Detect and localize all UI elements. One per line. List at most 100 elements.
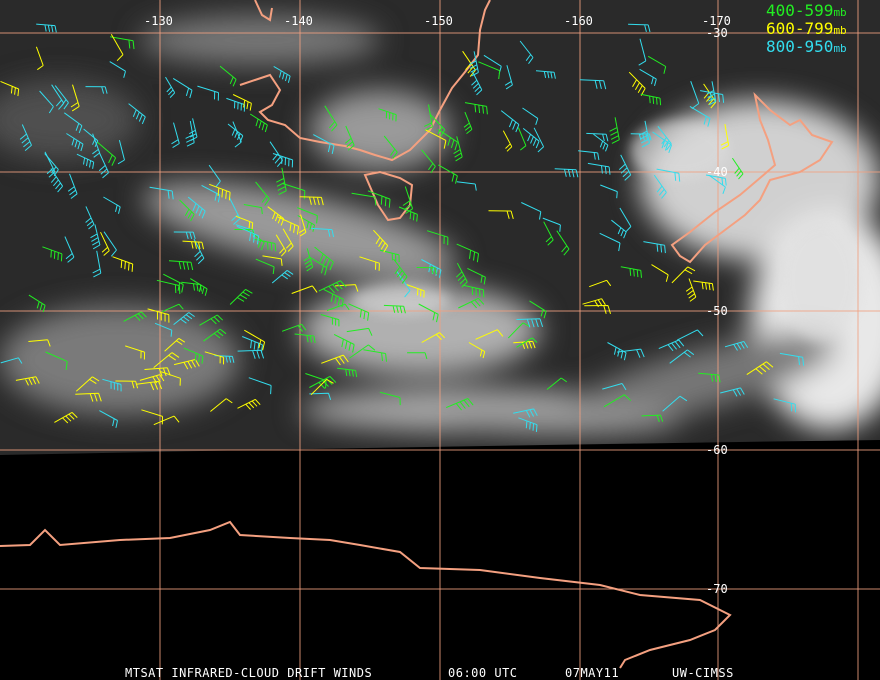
- wind-barb: [731, 157, 744, 180]
- wind-barb: [690, 81, 700, 110]
- wind-barb: [320, 314, 340, 327]
- wind-barb: [35, 46, 44, 71]
- latitude-label: -30: [706, 26, 728, 40]
- longitude-label: -160: [564, 14, 593, 28]
- wind-barb: [204, 351, 225, 365]
- wind-barb: [229, 288, 253, 305]
- wind-barb: [611, 219, 627, 239]
- wind-barb: [478, 61, 501, 80]
- wind-barb: [720, 387, 745, 397]
- wind-barb: [70, 84, 80, 112]
- wind-barb: [502, 130, 513, 152]
- wind-barb: [237, 398, 261, 410]
- wind-barb: [628, 23, 651, 33]
- wind-barb: [117, 139, 125, 165]
- wind-barb: [66, 133, 84, 152]
- wind-barb: [153, 352, 180, 368]
- legend-range: 600-799: [766, 19, 833, 38]
- wind-barb: [236, 225, 260, 245]
- wind-barb: [201, 184, 221, 203]
- wind-barb: [416, 267, 437, 275]
- wind-barb: [535, 70, 556, 79]
- wind-barb: [299, 196, 324, 206]
- wind-barb: [173, 359, 200, 370]
- wind-barb: [310, 378, 334, 396]
- wind-barb: [323, 288, 344, 308]
- wind-barb: [313, 134, 335, 155]
- wind-barb: [39, 90, 54, 114]
- wind-barb: [308, 256, 328, 276]
- wind-barb: [50, 168, 64, 193]
- wind-barb: [282, 228, 294, 252]
- wind-barb: [187, 196, 206, 219]
- wind-barb: [685, 278, 697, 302]
- wind-barb: [98, 152, 110, 179]
- wind-barb: [83, 128, 99, 148]
- wind-barb: [54, 85, 69, 110]
- wind-barb: [228, 196, 241, 225]
- wind-barb: [255, 181, 270, 206]
- time-label: 06:00 UTC: [448, 666, 518, 680]
- wind-barb: [54, 411, 78, 424]
- wind-barb: [262, 255, 283, 266]
- wind-barb: [149, 186, 174, 200]
- wind-barb: [513, 340, 536, 349]
- wind-barb: [658, 339, 685, 352]
- wind-barb: [161, 303, 184, 313]
- wind-barb: [589, 279, 612, 288]
- grid-labels: -130 -140 -150 -160 -170-30 -40 -50 -60 -70: [144, 14, 731, 596]
- wind-barb: [522, 107, 539, 125]
- wind-barb: [607, 342, 627, 361]
- wind-barb: [85, 206, 95, 230]
- wind-barb: [516, 318, 544, 328]
- wind-barb: [379, 249, 400, 263]
- wind-barb: [630, 133, 652, 141]
- wind-barb: [243, 204, 263, 215]
- wind-barb: [276, 167, 287, 196]
- wind-barb: [271, 269, 294, 284]
- wind-barb: [429, 113, 446, 137]
- wind-barb: [44, 153, 59, 177]
- wind-barb: [333, 333, 355, 353]
- wind-barb: [64, 236, 75, 263]
- wind-barb: [267, 206, 285, 226]
- wind-barb: [99, 410, 118, 428]
- wind-barb: [128, 103, 146, 125]
- wind-barb: [393, 258, 408, 284]
- wind-barb: [367, 190, 391, 208]
- wind-barb: [97, 141, 117, 166]
- wind-barb: [102, 378, 122, 392]
- wind-barb: [669, 349, 695, 364]
- wind-barb: [337, 367, 358, 378]
- wind-barb: [90, 224, 101, 250]
- wind-barb: [639, 120, 650, 148]
- wind-barb: [199, 314, 224, 326]
- wind-barb: [516, 337, 538, 348]
- wind-barb: [197, 85, 219, 101]
- legend-entry: 600-799mb: [766, 19, 847, 38]
- wind-barb: [638, 38, 647, 66]
- wind-barb: [219, 65, 237, 87]
- wind-barb: [620, 266, 642, 278]
- wind-barb: [708, 174, 726, 194]
- wind-barb: [641, 414, 664, 423]
- wind-barb: [582, 298, 606, 308]
- wind-barb: [242, 336, 263, 353]
- legend-unit: mb: [833, 24, 846, 37]
- legend-entry: 800-950mb: [766, 37, 847, 56]
- wind-barb: [522, 128, 540, 149]
- wind-barb: [586, 132, 609, 142]
- wind-barb: [181, 281, 202, 292]
- wind-barb: [724, 341, 749, 351]
- wind-barb: [275, 234, 287, 257]
- wind-barbs: [0, 23, 805, 432]
- wind-barb: [746, 361, 774, 376]
- wind-barb: [463, 111, 473, 134]
- wind-barb: [103, 231, 117, 257]
- wind-barb: [446, 398, 474, 411]
- wind-barb: [468, 342, 486, 359]
- wind-barb: [617, 348, 645, 358]
- wind-barb: [154, 322, 173, 337]
- wind-barb: [593, 133, 609, 152]
- wind-barb: [164, 337, 186, 352]
